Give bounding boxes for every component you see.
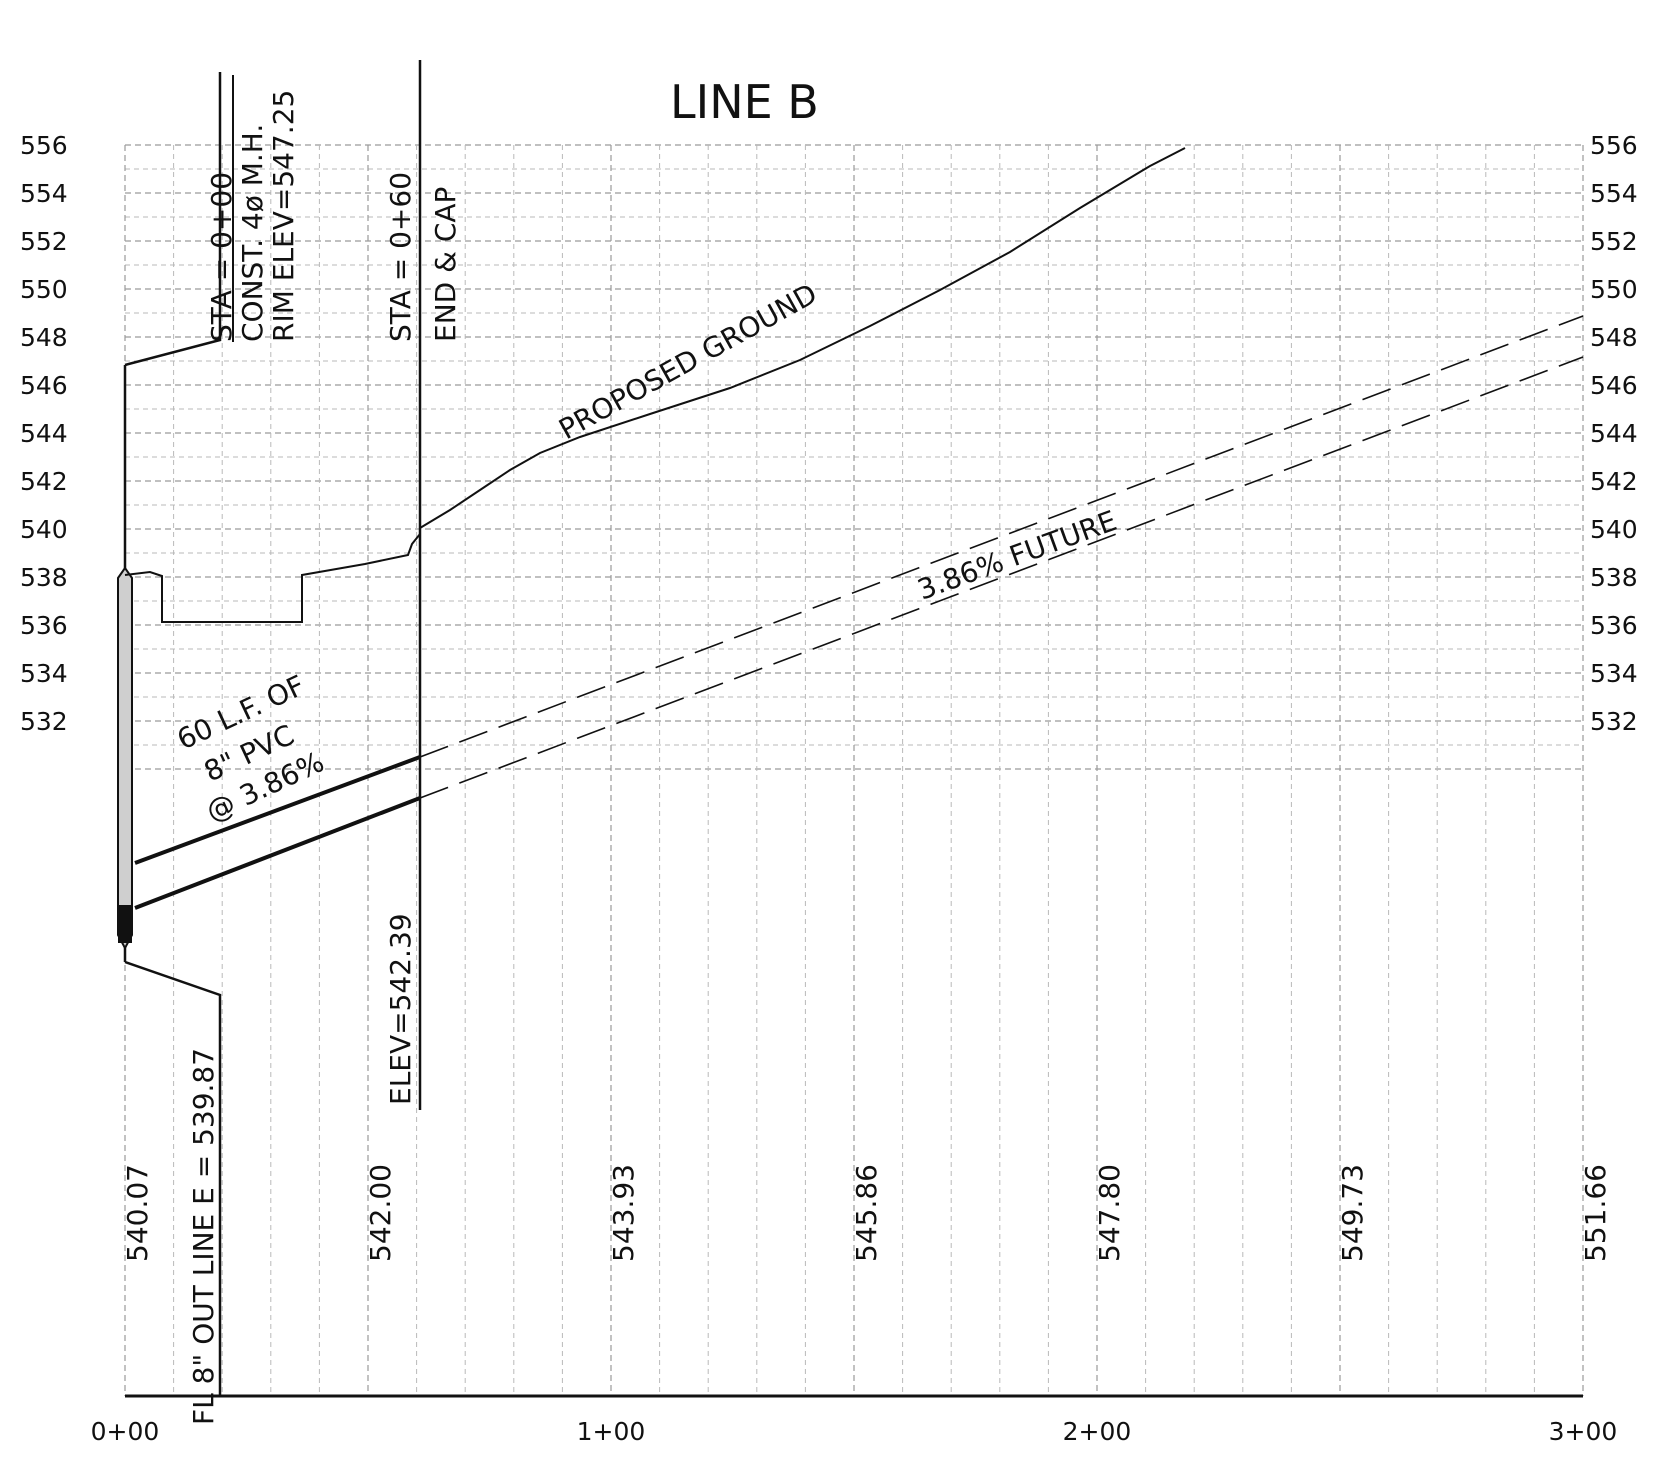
bottom-elevation-value: 542.00 — [364, 1164, 397, 1262]
manhole-const-text: CONST. 4ø M.H. — [236, 124, 269, 342]
bottom-elevation-value: 543.93 — [607, 1164, 640, 1262]
right-elevation-tick: 552 — [1590, 227, 1638, 256]
outlet-elev-text: FL 8" OUT LINE E = 539.87 — [187, 1048, 220, 1425]
right-elevation-tick: 534 — [1590, 659, 1638, 688]
left-elevation-tick: 548 — [20, 323, 68, 352]
bottom-elevation-value: 545.86 — [850, 1164, 883, 1262]
right-elevation-tick: 536 — [1590, 611, 1638, 640]
right-elevation-tick: 540 — [1590, 515, 1638, 544]
right-elevation-axis: 556 554 552 550 548 546 544 542 540 538 536 534 532 — [1590, 131, 1638, 736]
end-cap-callout: STA = 0+60 END & CAP ELEV=542.39 — [384, 172, 462, 1105]
pvc-pipe — [134, 755, 421, 910]
left-elevation-tick: 542 — [20, 467, 68, 496]
right-elevation-tick: 532 — [1590, 707, 1638, 736]
drawing-title: LINE B — [670, 75, 819, 129]
manhole-rim-text: RIM ELEV=547.25 — [267, 90, 300, 342]
left-elevation-tick: 546 — [20, 371, 68, 400]
bottom-elevation-readings: 540.07 542.00 543.93 545.86 547.80 549.73 551.… — [121, 1164, 1612, 1262]
left-elevation-tick: 534 — [20, 659, 68, 688]
end-station-text: STA = 0+60 — [384, 172, 417, 342]
end-elev-text: ELEV=542.39 — [384, 913, 417, 1105]
left-elevation-tick: 556 — [20, 131, 68, 160]
bottom-elevation-value: 551.66 — [1579, 1164, 1612, 1262]
proposed-ground-line — [419, 147, 1186, 529]
future-pipe-dashed — [419, 315, 1584, 799]
end-cap-text: END & CAP — [429, 187, 462, 342]
station-tick: 2+00 — [1063, 1417, 1132, 1446]
right-elevation-tick: 538 — [1590, 563, 1638, 592]
right-elevation-tick: 554 — [1590, 179, 1638, 208]
proposed-ground-label: PROPOSED GROUND — [553, 277, 822, 446]
left-elevation-tick: 540 — [20, 515, 68, 544]
existing-ground-profile — [124, 533, 421, 623]
bottom-elevation-value: 547.80 — [1093, 1164, 1126, 1262]
right-elevation-tick: 546 — [1590, 371, 1638, 400]
manhole-structure — [117, 72, 222, 1396]
left-elevation-axis: 556 554 552 550 548 546 544 542 540 538 536 534 532 — [20, 131, 68, 736]
left-elevation-tick: 532 — [20, 707, 68, 736]
right-elevation-tick: 542 — [1590, 467, 1638, 496]
right-elevation-tick: 556 — [1590, 131, 1638, 160]
future-slope-label: 3.86% FUTURE — [913, 504, 1121, 607]
station-tick: 1+00 — [577, 1417, 646, 1446]
station-tick: 3+00 — [1549, 1417, 1618, 1446]
station-axis: 0+00 1+00 2+00 3+00 — [91, 1417, 1618, 1446]
bottom-elevation-value: 540.07 — [121, 1164, 154, 1262]
right-elevation-tick: 548 — [1590, 323, 1638, 352]
left-elevation-tick: 536 — [20, 611, 68, 640]
left-elevation-tick: 538 — [20, 563, 68, 592]
left-elevation-tick: 554 — [20, 179, 68, 208]
right-elevation-tick: 550 — [1590, 275, 1638, 304]
right-elevation-tick: 544 — [1590, 419, 1638, 448]
bottom-elevation-value: 549.73 — [1336, 1164, 1369, 1262]
left-elevation-tick: 544 — [20, 419, 68, 448]
pipe-callout: 60 L.F. OF 8" PVC @ 3.86% — [172, 669, 329, 829]
outlet-callout: FL 8" OUT LINE E = 539.87 — [187, 1048, 220, 1425]
manhole-callout: STA = 0+00 CONST. 4ø M.H. RIM ELEV=547.2… — [205, 75, 300, 342]
profile-grid — [124, 144, 1584, 1396]
station-tick: 0+00 — [91, 1417, 160, 1446]
left-elevation-tick: 552 — [20, 227, 68, 256]
left-elevation-tick: 550 — [20, 275, 68, 304]
